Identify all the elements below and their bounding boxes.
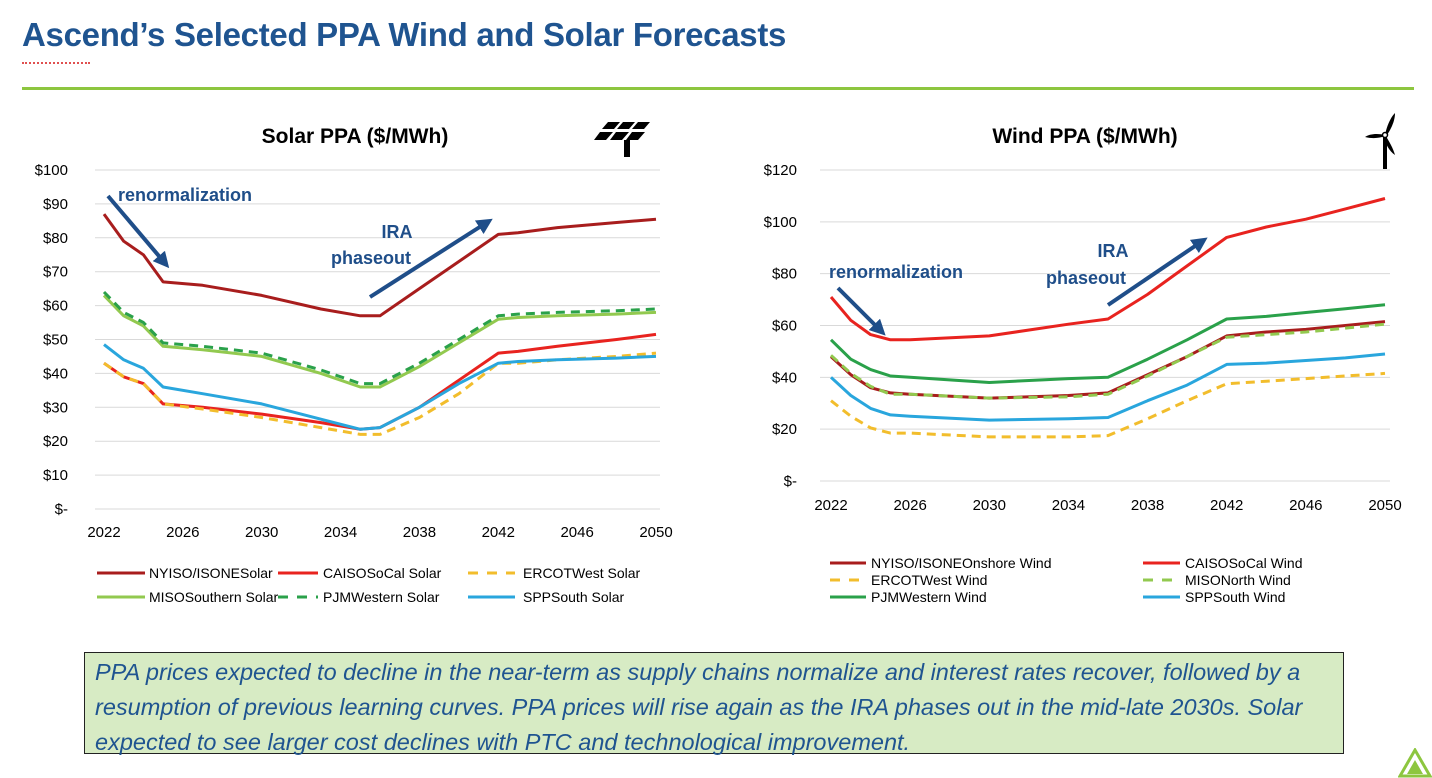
series-line xyxy=(102,290,657,386)
y-tick-label: $120 xyxy=(764,162,797,179)
y-tick-label: $- xyxy=(55,501,68,518)
wind-turbine-icon xyxy=(1365,113,1395,169)
series-line xyxy=(829,197,1386,342)
x-tick-label: 2038 xyxy=(403,524,436,541)
chart-title: Wind PPA ($/MWh) xyxy=(992,125,1177,148)
x-tick-label: 2034 xyxy=(1052,497,1085,514)
legend-label: PJMWestern Solar xyxy=(323,589,440,605)
series-line xyxy=(829,303,1386,384)
x-tick-label: 2038 xyxy=(1131,497,1164,514)
ascend-logo xyxy=(1398,748,1432,778)
legend-label: MISOSouthern Solar xyxy=(149,589,279,605)
series-line xyxy=(829,352,1386,422)
x-tick-label: 2022 xyxy=(814,497,847,514)
y-tick-label: $50 xyxy=(43,332,68,349)
annotation-arrow xyxy=(1106,237,1208,307)
y-tick-label: $90 xyxy=(43,196,68,213)
x-tick-label: 2050 xyxy=(639,524,672,541)
legend-label: ERCOTWest Wind xyxy=(871,572,987,588)
legend-label: PJMWestern Wind xyxy=(871,589,987,605)
y-tick-label: $60 xyxy=(43,298,68,315)
annotation-label: phaseout xyxy=(331,248,411,268)
annotation-arrow xyxy=(368,218,493,299)
annotation-arrow xyxy=(106,194,170,269)
legend-label: NYISO/ISONESolar xyxy=(149,565,273,581)
x-tick-label: 2046 xyxy=(560,524,593,541)
annotation-label: renormalization xyxy=(118,185,252,205)
x-tick-label: 2030 xyxy=(973,497,1006,514)
series-line xyxy=(103,343,657,431)
x-tick-label: 2046 xyxy=(1289,497,1322,514)
y-tick-label: $80 xyxy=(43,230,68,247)
y-tick-label: $80 xyxy=(772,266,797,283)
y-tick-label: $60 xyxy=(772,318,797,335)
y-tick-label: $40 xyxy=(43,365,68,382)
summary-callout: PPA prices expected to decline in the ne… xyxy=(84,652,1344,755)
solar-panel-icon xyxy=(594,122,650,157)
y-tick-label: $40 xyxy=(772,369,797,386)
annotation-label: renormalization xyxy=(829,262,963,282)
x-tick-label: 2034 xyxy=(324,524,357,541)
chart-title: Solar PPA ($/MWh) xyxy=(262,125,449,148)
x-tick-label: 2042 xyxy=(482,524,515,541)
x-tick-label: 2026 xyxy=(166,524,199,541)
y-tick-label: $10 xyxy=(43,467,68,484)
x-tick-label: 2022 xyxy=(87,524,120,541)
y-tick-label: $100 xyxy=(35,162,68,179)
legend-label: CAISOSoCal Wind xyxy=(1185,555,1302,571)
y-tick-label: $- xyxy=(784,473,797,490)
legend-label: SPPSouth Wind xyxy=(1185,589,1285,605)
annotation-label: phaseout xyxy=(1046,268,1126,288)
series-line xyxy=(102,213,657,318)
series-line xyxy=(102,294,657,389)
series-line xyxy=(830,371,1386,439)
y-tick-label: $100 xyxy=(764,214,797,231)
y-tick-label: $20 xyxy=(772,421,797,438)
x-tick-label: 2026 xyxy=(893,497,926,514)
legend-label: NYISO/ISONEOnshore Wind xyxy=(871,555,1052,571)
legend-label: MISONorth Wind xyxy=(1185,572,1291,588)
title-divider xyxy=(22,87,1414,90)
wind-chart: Wind PPA ($/MWh) $- $20 $40 $60 $80 $100 $120 20… xyxy=(764,125,1402,605)
y-tick-label: $20 xyxy=(43,433,68,450)
page-title: Ascend’s Selected PPA Wind and Solar For… xyxy=(22,16,787,53)
solar-chart: Solar PPA ($/MWh) $- $10 $20 $30 $40 $50 $60 $70… xyxy=(35,125,673,605)
series-line xyxy=(103,351,657,436)
legend-label: SPPSouth Solar xyxy=(523,589,625,605)
annotation-label: IRA xyxy=(382,222,413,242)
y-tick-label: $30 xyxy=(43,399,68,416)
spellcheck-underline xyxy=(22,58,90,64)
x-tick-label: 2030 xyxy=(245,524,278,541)
x-tick-label: 2050 xyxy=(1368,497,1401,514)
annotation-arrow xyxy=(836,286,886,336)
legend-label: ERCOTWest Solar xyxy=(523,565,641,581)
series-line xyxy=(829,322,1386,400)
legend-label: CAISOSoCal Solar xyxy=(323,565,442,581)
annotation-label: IRA xyxy=(1098,241,1129,261)
x-tick-label: 2042 xyxy=(1210,497,1243,514)
y-tick-label: $70 xyxy=(43,264,68,281)
